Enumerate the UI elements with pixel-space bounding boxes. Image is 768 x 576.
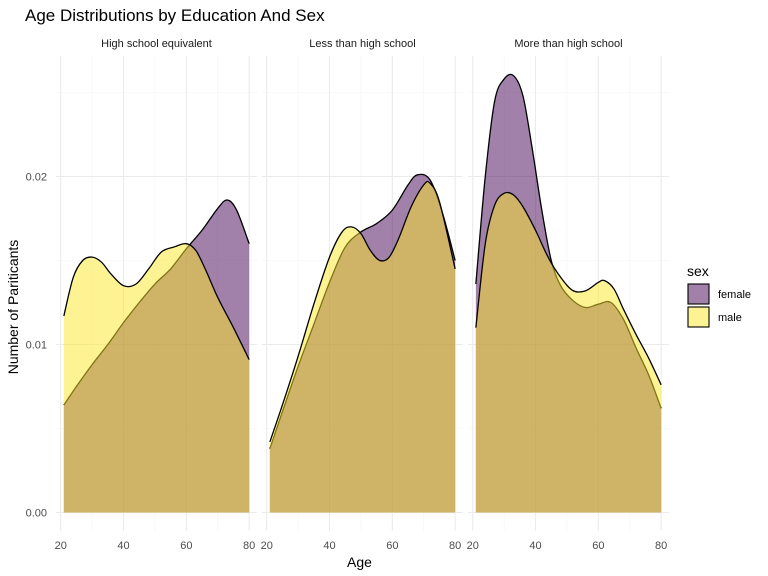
density-area-male — [475, 192, 662, 513]
facet-panel: Less than high school 20 40 60 80 — [261, 38, 463, 552]
x-tick-label: 60 — [386, 540, 398, 552]
legend-title: sex — [687, 263, 709, 279]
facet-panel: More than high school 20 40 60 80 — [467, 38, 669, 552]
x-tick-label: 20 — [55, 540, 67, 552]
x-tick-label: 80 — [655, 540, 667, 552]
legend-key-male — [687, 306, 710, 328]
x-tick-label: 60 — [592, 540, 604, 552]
x-tick-label: 20 — [467, 540, 479, 552]
density-area-male — [63, 243, 250, 513]
legend-key-female — [687, 283, 710, 305]
x-tick-label: 40 — [529, 540, 541, 552]
density-area-male — [269, 181, 456, 513]
facet-label: More than high school — [514, 38, 622, 50]
density-line-male — [269, 180, 456, 443]
density-line-male — [63, 242, 250, 360]
facet-label: High school equivalent — [101, 38, 212, 50]
y-tick-label: 0.02 — [26, 172, 47, 184]
x-tick-label: 80 — [243, 540, 255, 552]
facet-label: Less than high school — [309, 38, 415, 50]
density-line-male — [475, 191, 662, 386]
y-axis-ticks: 0.00 0.01 0.02 — [26, 172, 47, 520]
legend-label-female: female — [718, 289, 751, 301]
legend-label-male: male — [718, 312, 742, 324]
y-tick-label: 0.00 — [26, 508, 47, 520]
x-axis-title: Age — [347, 554, 372, 570]
x-tick-label: 60 — [180, 540, 192, 552]
x-tick-label: 40 — [117, 540, 129, 552]
facet-panel: High school equivalent 20 40 60 80 — [55, 38, 257, 552]
x-tick-label: 20 — [261, 540, 273, 552]
x-tick-label: 80 — [449, 540, 461, 552]
legend: sex female male — [687, 263, 751, 328]
y-tick-label: 0.01 — [26, 340, 47, 352]
x-tick-label: 40 — [323, 540, 335, 552]
chart-title: Age Distributions by Education And Sex — [25, 6, 325, 25]
y-axis-title: Number of Pariticants — [5, 240, 21, 375]
